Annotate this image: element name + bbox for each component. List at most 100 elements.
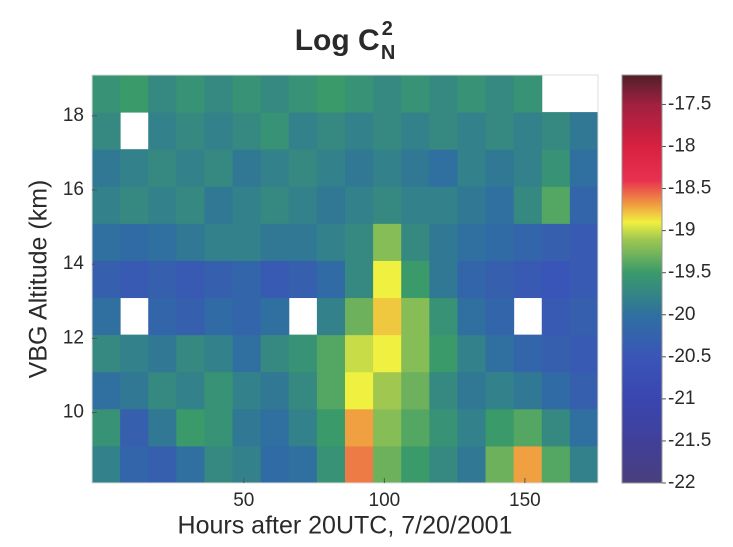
heatmap-cell [232, 297, 262, 336]
heatmap-cell [232, 149, 262, 187]
heatmap-cell [569, 186, 599, 224]
heatmap-cell [541, 334, 571, 373]
heatmap-cell [569, 334, 599, 373]
heatmap-cell [148, 223, 177, 261]
y-tick-label: 12 [63, 327, 84, 348]
heatmap-cell [204, 260, 234, 299]
heatmap-cell [429, 408, 458, 447]
x-tick-label: 150 [509, 490, 541, 511]
heatmap-cell [541, 149, 571, 187]
heatmap-cell [569, 445, 599, 484]
heatmap-cell [92, 186, 121, 224]
heatmap-cell [429, 334, 458, 373]
title-superscript: 2 [382, 18, 393, 40]
heatmap-cell [373, 371, 402, 410]
heatmap-cell [345, 75, 374, 113]
heatmap-cell [316, 334, 346, 373]
heatmap-cell [316, 75, 346, 113]
heatmap-cell [345, 297, 374, 336]
heatmap-cell [260, 297, 290, 336]
heatmap-cell [288, 334, 318, 373]
heatmap-cell [569, 297, 599, 336]
heatmap-cell [204, 371, 234, 410]
heatmap-cell [401, 75, 430, 113]
heatmap-cell [288, 186, 318, 224]
heatmap-cell [373, 223, 402, 261]
y-tick-label: 14 [63, 253, 85, 274]
heatmap-cell [204, 149, 234, 187]
heatmap-cell [260, 186, 290, 224]
heatmap-cell [148, 334, 177, 373]
colorbar-tick-label: -19.5 [668, 262, 711, 283]
heatmap-cell [513, 334, 543, 373]
heatmap-cell [513, 112, 543, 150]
heatmap-cell [541, 408, 571, 447]
heatmap-cell [513, 371, 543, 410]
heatmap-cell [148, 149, 177, 187]
heatmap-cell [373, 149, 402, 187]
heatmap-cell [457, 334, 487, 373]
heatmap-cell [92, 297, 121, 336]
heatmap-cell [373, 186, 402, 224]
heatmap-cell [288, 445, 318, 484]
heatmap-cell [401, 445, 430, 484]
heatmap-cell [316, 260, 346, 299]
heatmap-cell [260, 260, 290, 299]
heatmap-cell [541, 112, 571, 150]
heatmap-cell [345, 408, 374, 447]
heatmap-cell [569, 149, 599, 187]
heatmap-cell [569, 371, 599, 410]
heatmap-cell [176, 371, 205, 410]
title-text: Log C [295, 24, 380, 57]
heatmap-cell [232, 445, 262, 484]
heatmap-cell [260, 75, 290, 113]
heatmap-cell [345, 223, 374, 261]
heatmap-cell [92, 149, 121, 187]
heatmap-cell [429, 297, 458, 336]
heatmap-cell [204, 112, 234, 150]
heatmap-cell [345, 260, 374, 299]
heatmap-cell [92, 260, 121, 299]
heatmap-cell [541, 223, 571, 261]
plot-frame [91, 74, 599, 484]
heatmap-cell [204, 186, 234, 224]
heatmap-cell [345, 112, 374, 150]
heatmap-cell [457, 112, 487, 150]
heatmap-cell [541, 297, 571, 336]
heatmap-cell [429, 445, 458, 484]
heatmap-cell [345, 186, 374, 224]
heatmap-cell [401, 149, 430, 187]
heatmap-cell [288, 260, 318, 299]
heatmap-cell [176, 112, 205, 150]
heatmap-cell [429, 149, 458, 187]
colorbar-tick-label: -20.5 [668, 346, 711, 367]
heatmap-cell [232, 371, 262, 410]
heatmap-cell [429, 75, 458, 113]
heatmap-cell [373, 260, 402, 299]
heatmap-cell [148, 260, 177, 299]
heatmap-cell [176, 334, 205, 373]
heatmap-cell [373, 445, 402, 484]
heatmap-cell [288, 75, 318, 113]
heatmap-cell [232, 223, 262, 261]
heatmap-cell [485, 260, 515, 299]
heatmap-cell [373, 408, 402, 447]
heatmap-cell [345, 334, 374, 373]
heatmap-cell [176, 445, 205, 484]
heatmap-cell [148, 445, 177, 484]
heatmap-cell [260, 112, 290, 150]
heatmap-cell [541, 445, 571, 484]
heatmap-cell [485, 297, 515, 336]
heatmap-cell [260, 371, 290, 410]
heatmap-cell [232, 260, 262, 299]
heatmap-cell [541, 186, 571, 224]
y-axis-title: VBG Altitude (km) [25, 180, 53, 379]
heatmap-cell [569, 408, 599, 447]
heatmap-cell [485, 75, 515, 113]
heatmap-cell [401, 186, 430, 224]
heatmap-cell [120, 445, 149, 484]
heatmap-cell [92, 371, 121, 410]
heatmap-cell [260, 334, 290, 373]
heatmap-cell [457, 297, 487, 336]
heatmap-cell [401, 112, 430, 150]
